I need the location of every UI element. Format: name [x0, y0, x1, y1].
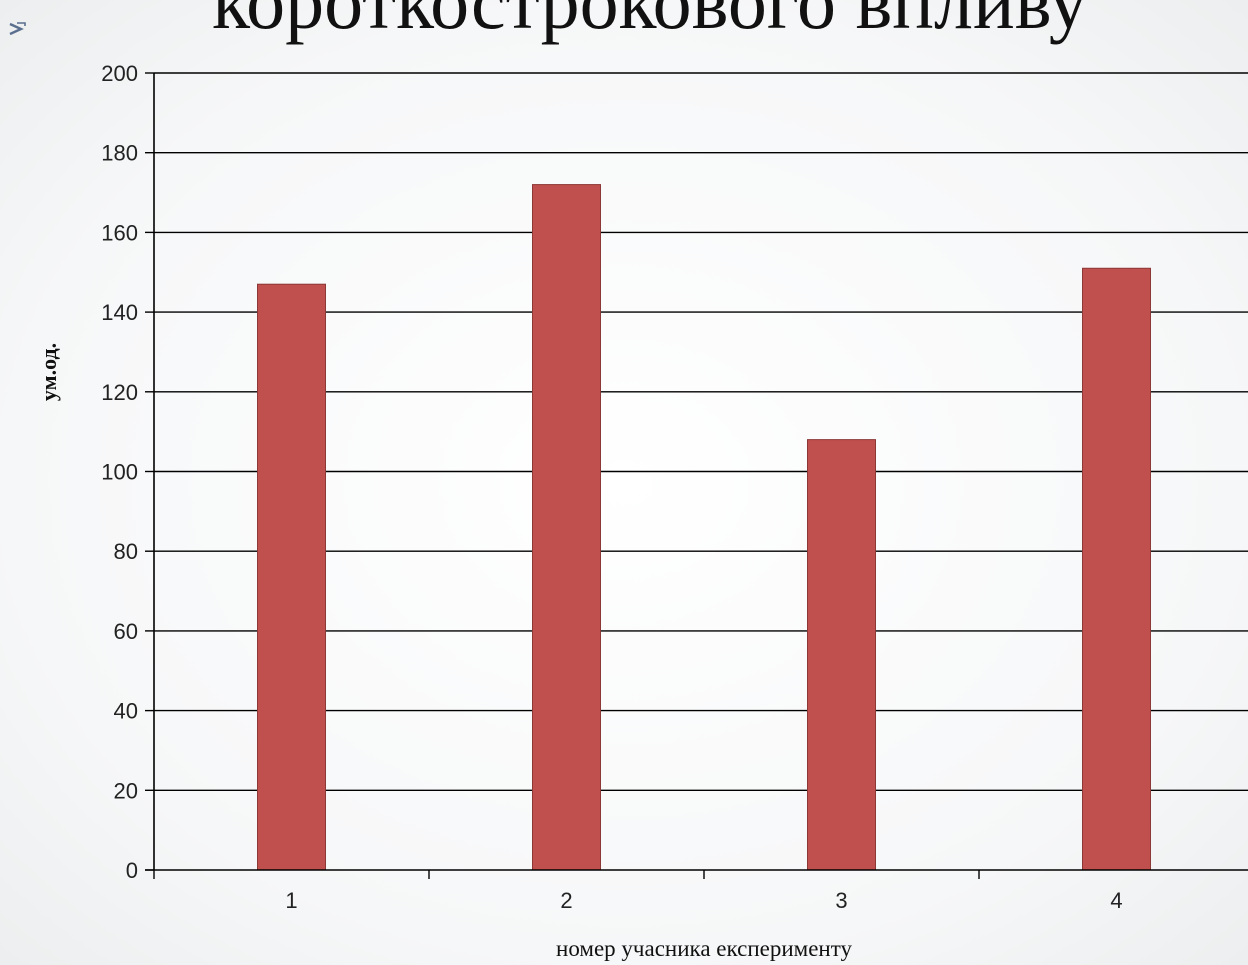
y-tick-label: 200	[101, 61, 138, 86]
y-tick-label: 0	[126, 858, 138, 883]
y-axis-title: ум.од.	[36, 343, 61, 401]
y-tick-labels: 0 20 40 60 80 100 120 140 160 180 200	[101, 61, 138, 883]
bar	[532, 184, 601, 871]
y-tick-label: 100	[101, 460, 138, 485]
y-tick-label: 140	[101, 300, 138, 325]
bars	[257, 184, 1151, 871]
x-tick-label: 2	[560, 888, 572, 913]
x-axis-title: номер учасника експерименту	[556, 936, 852, 961]
corner-arrow-icon	[9, 22, 26, 36]
y-tick-label: 160	[101, 220, 138, 245]
y-tick-label: 40	[114, 699, 138, 724]
y-tick-label: 180	[101, 141, 138, 166]
x-tick-label: 3	[835, 888, 847, 913]
y-tick-label: 60	[114, 619, 138, 644]
x-tick-labels: 1 2 3 4	[285, 888, 1122, 913]
bar	[1082, 267, 1151, 871]
bar	[807, 439, 876, 871]
y-tick-label: 80	[114, 539, 138, 564]
gridlines	[154, 72, 1248, 791]
y-tick-label: 120	[101, 380, 138, 405]
bar	[257, 283, 326, 871]
axes	[145, 72, 1248, 879]
x-tick-label: 4	[1110, 888, 1122, 913]
y-tick-label: 20	[114, 778, 138, 803]
slide-title: короткострокового впливу	[212, 0, 1088, 45]
x-tick-label: 1	[285, 888, 297, 913]
